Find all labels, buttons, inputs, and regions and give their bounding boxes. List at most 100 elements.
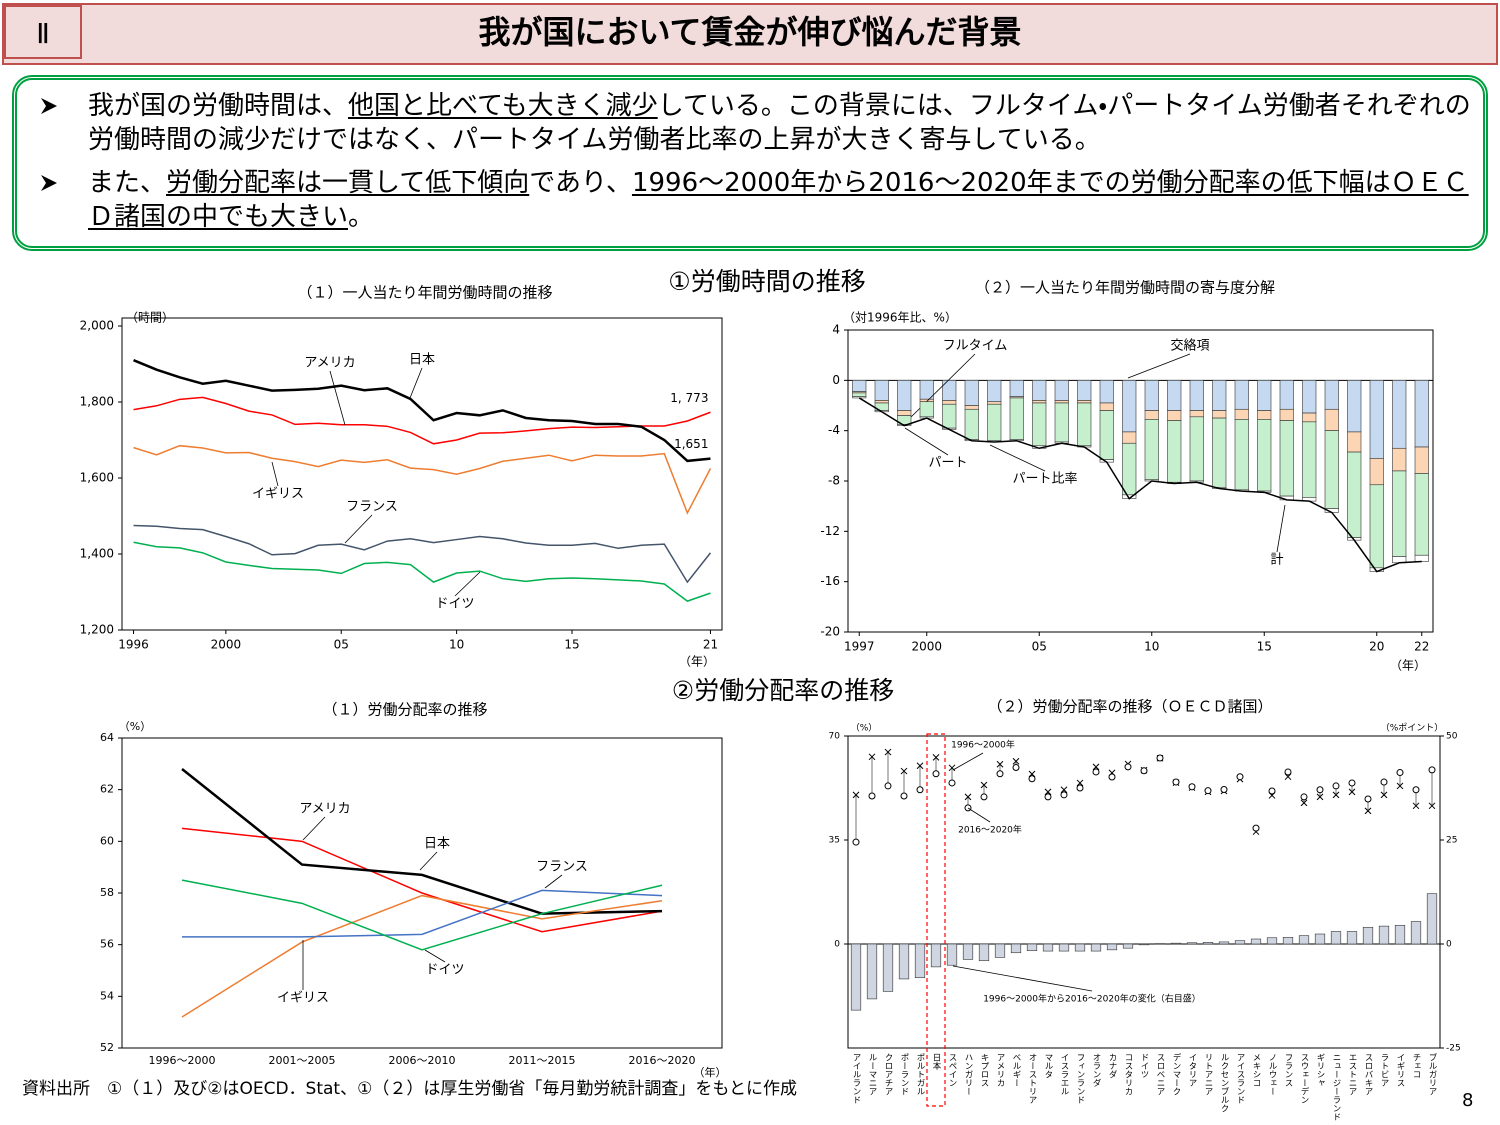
marker-o (980, 793, 988, 801)
label-arrow (904, 427, 949, 456)
marker-x (1012, 757, 1020, 765)
x-tick-label: ベルギー (1011, 1053, 1021, 1087)
plot-frame (121, 317, 723, 631)
x-tick-label: ブルガリア (1427, 1052, 1437, 1095)
bar (897, 410, 912, 416)
bar (1122, 431, 1137, 444)
bar (1090, 943, 1102, 952)
series-label: アメリカ (299, 802, 350, 817)
bar (1314, 933, 1326, 945)
bar (1032, 400, 1047, 404)
x-axis-unit: （年） (694, 1065, 727, 1079)
x-tick-label: 1997 (844, 640, 875, 654)
marker-o (1284, 768, 1292, 776)
series-label: フランス (346, 500, 398, 515)
x-axis-unit: （年） (679, 655, 715, 669)
label-arrow (989, 444, 1046, 472)
bullet-text: であり、 (529, 168, 632, 198)
bar (1378, 925, 1390, 945)
x-tick-label: 2011～2015 (509, 1054, 576, 1067)
marker-o (996, 770, 1004, 778)
x-tick-label: オーストリア (1027, 1053, 1037, 1104)
x-tick-label: ニュージーランド (1331, 1053, 1341, 1121)
bar (1032, 380, 1047, 401)
x-axis-unit: （年） (1390, 659, 1426, 673)
y-tick-label: 1,400 (80, 547, 114, 561)
bar (1212, 417, 1227, 488)
marker-o (1188, 783, 1196, 791)
bar (1186, 942, 1198, 945)
bar (1282, 937, 1294, 945)
bar (1330, 931, 1342, 945)
marker-o (1348, 779, 1356, 787)
bar (898, 943, 910, 980)
bar (1010, 943, 1022, 954)
chart-title: （１）労働分配率の推移 (322, 701, 487, 719)
y-tick-label: 1,200 (80, 623, 114, 637)
x-tick-label: アメリカ (995, 1053, 1005, 1087)
series-line (133, 541, 711, 602)
bar (1170, 942, 1182, 945)
series-label: 交絡項 (1170, 338, 1209, 354)
bullet-text: 労働分配率は一貫して低下傾向 (166, 168, 530, 198)
x-tick-label: 2000 (211, 638, 242, 652)
marker-x (1300, 799, 1308, 807)
series-line (858, 397, 1422, 573)
y-tick-label: -8 (828, 474, 840, 488)
series-line (133, 444, 712, 515)
bar (1058, 943, 1070, 952)
x-tick-label: イタリア (1187, 1053, 1197, 1087)
bar (1369, 484, 1384, 569)
bar (1167, 380, 1182, 411)
bar (942, 380, 957, 401)
bar (1099, 380, 1114, 404)
marker-o (1044, 793, 1052, 801)
x-tick-label: 05 (1032, 640, 1047, 654)
bullet-icon (41, 175, 57, 191)
marker-o (1140, 767, 1148, 775)
bar (1347, 431, 1362, 453)
marker-o (1012, 763, 1020, 771)
label-arrow (344, 514, 373, 544)
chart-title: （２）一人当たり年間労働時間の寄与度分解 (975, 279, 1275, 297)
x-tick-label: スウェーデン (1299, 1053, 1309, 1104)
series-label: 日本 (424, 837, 450, 852)
x-tick-label: フィンランド (1075, 1053, 1085, 1104)
y-tick-label: 0 (834, 940, 840, 950)
x-tick-label: 20 (1369, 640, 1384, 654)
bar (1144, 419, 1159, 481)
chart-title: （２）労働分配率の推移（ＯＥＣＤ諸国） (987, 698, 1272, 716)
marker-o (852, 838, 860, 846)
marker-o (1172, 778, 1180, 786)
bar (1347, 451, 1362, 538)
label-arrow (424, 949, 446, 963)
label-arrow (329, 370, 346, 426)
bar (987, 403, 1002, 442)
x-tick-label: フランス (1283, 1053, 1293, 1087)
page-title: 我が国において賃金が伸び悩んだ背景 (478, 13, 1022, 51)
y-tick-label: 0 (1446, 940, 1452, 950)
x-tick-label: ポルトガル (915, 1053, 925, 1096)
marker-o (1076, 784, 1084, 792)
y-tick-label: 2,000 (80, 319, 114, 333)
bar (1106, 943, 1118, 951)
bar (1279, 408, 1294, 421)
bar (1279, 380, 1294, 410)
x-tick-label: スロバキア (1363, 1053, 1373, 1096)
y-tick-label: 52 (100, 1041, 114, 1054)
marker-o (1156, 754, 1164, 762)
bullet: 我が国の労働時間は、他国と比べても大きく減少している。この背景には、フルタイム・… (88, 89, 1473, 157)
bar (1144, 410, 1159, 420)
x-tick-label: 1996 (118, 638, 149, 652)
bullet-text: 1996～2000年から2016～2020年までの労働分配率の低下幅はＯＥＣＤ諸… (88, 168, 1469, 232)
bar (1122, 380, 1137, 433)
marker-x (1364, 807, 1372, 815)
marker-o (1252, 824, 1260, 832)
bar (1234, 940, 1246, 945)
y-tick-label: 1,600 (80, 471, 114, 485)
bar (1122, 442, 1137, 496)
series-line (181, 879, 663, 951)
marker-x (1380, 791, 1388, 799)
bullet-text: また、 (88, 168, 167, 198)
